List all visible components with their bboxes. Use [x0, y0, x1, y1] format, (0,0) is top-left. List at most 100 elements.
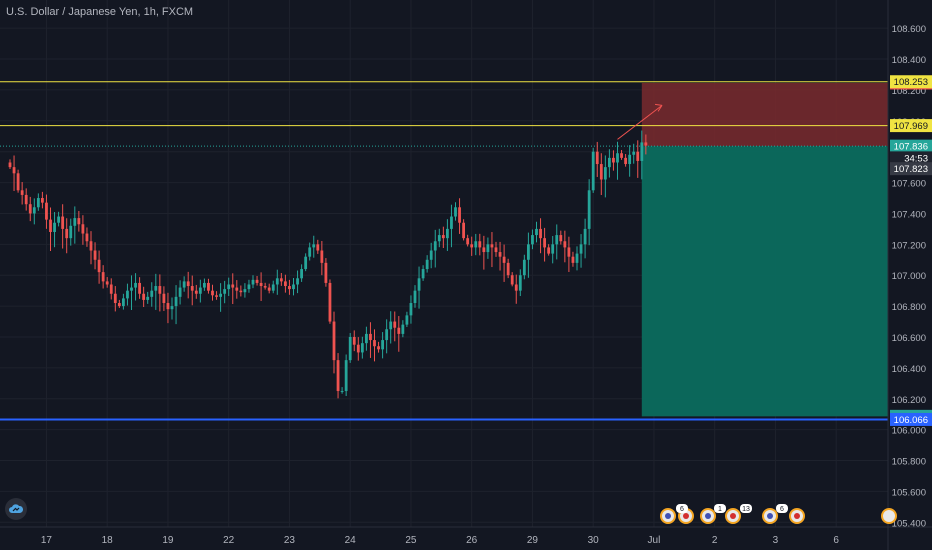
candle-body[interactable] — [490, 244, 494, 248]
candle-body[interactable] — [93, 250, 97, 260]
candle-body[interactable] — [69, 225, 73, 239]
candle-body[interactable] — [365, 333, 368, 344]
candle-body[interactable] — [636, 151, 640, 161]
candle-body[interactable] — [603, 167, 607, 180]
candle-body[interactable] — [344, 360, 348, 392]
candle-body[interactable] — [20, 190, 24, 195]
projection-arrow[interactable] — [617, 104, 663, 140]
candle-body[interactable] — [219, 293, 222, 297]
candle-body[interactable] — [579, 244, 583, 254]
candle-body[interactable] — [340, 391, 344, 393]
candle-body[interactable] — [105, 281, 109, 285]
candle-body[interactable] — [267, 287, 271, 291]
candle-body[interactable] — [454, 207, 457, 217]
candle-body[interactable] — [336, 360, 340, 392]
candle-body[interactable] — [583, 228, 587, 245]
candle-body[interactable] — [243, 289, 247, 293]
candle-body[interactable] — [150, 290, 154, 297]
candle-body[interactable] — [555, 235, 559, 245]
price-tag[interactable] — [890, 139, 932, 153]
stop-loss-zone[interactable] — [641, 82, 888, 147]
candle-body[interactable] — [595, 151, 599, 165]
candle-body[interactable] — [551, 244, 555, 254]
candle-body[interactable] — [16, 173, 20, 191]
candle-body[interactable] — [429, 250, 433, 260]
candle-body[interactable] — [255, 279, 259, 283]
line-price-tag[interactable] — [890, 119, 932, 133]
take-profit-zone[interactable] — [641, 146, 888, 417]
candle-body[interactable] — [45, 202, 48, 220]
candle-body[interactable] — [527, 244, 530, 260]
candle-body[interactable] — [101, 272, 105, 282]
line-price-tag[interactable] — [890, 412, 932, 426]
candle-body[interactable] — [12, 167, 16, 174]
candle-body[interactable] — [628, 154, 632, 165]
candle-body[interactable] — [470, 244, 474, 248]
candle-body[interactable] — [518, 275, 522, 291]
candle-body[interactable] — [514, 284, 518, 291]
candle-body[interactable] — [441, 235, 445, 239]
candle-body[interactable] — [122, 298, 125, 307]
candle-body[interactable] — [587, 190, 591, 229]
candle-body[interactable] — [279, 278, 283, 282]
candle-body[interactable] — [381, 340, 384, 350]
candle-body[interactable] — [32, 207, 36, 214]
candle-body[interactable] — [203, 282, 206, 288]
candle-body[interactable] — [409, 303, 413, 316]
price-tag[interactable] — [890, 162, 932, 176]
event-marker-icon[interactable] — [881, 508, 897, 524]
candle-body[interactable] — [397, 327, 401, 334]
candle-body[interactable] — [498, 252, 502, 257]
candle-body[interactable] — [190, 286, 194, 291]
candle-body[interactable] — [401, 324, 405, 334]
candle-body[interactable] — [182, 281, 186, 288]
candle-body[interactable] — [275, 278, 279, 285]
candle-body[interactable] — [227, 284, 231, 290]
candle-body[interactable] — [405, 315, 409, 325]
candle-body[interactable] — [97, 259, 101, 273]
candle-body[interactable] — [288, 286, 291, 290]
candle-body[interactable] — [117, 303, 121, 307]
candle-body[interactable] — [263, 286, 267, 288]
candle-body[interactable] — [599, 164, 603, 180]
candle-body[interactable] — [616, 153, 619, 163]
candle-body[interactable] — [543, 238, 546, 248]
candle-body[interactable] — [300, 269, 303, 279]
candle-body[interactable] — [49, 219, 52, 232]
candle-body[interactable] — [425, 259, 429, 270]
candle-body[interactable] — [446, 228, 449, 239]
candle-body[interactable] — [231, 284, 235, 288]
candle-body[interactable] — [166, 303, 170, 310]
candle-body[interactable] — [640, 142, 644, 161]
candle-body[interactable] — [57, 216, 60, 223]
candle-body[interactable] — [413, 290, 417, 304]
candle-body[interactable] — [328, 282, 332, 322]
candle-body[interactable] — [194, 290, 198, 294]
price-tag[interactable] — [890, 151, 932, 165]
candle-body[interactable] — [433, 241, 437, 251]
candle-body[interactable] — [174, 296, 178, 307]
candle-body[interactable] — [36, 198, 40, 208]
candle-body[interactable] — [211, 290, 214, 296]
candle-body[interactable] — [377, 346, 380, 350]
candle-body[interactable] — [259, 282, 263, 287]
candle-body[interactable] — [41, 198, 44, 203]
candle-body[interactable] — [559, 235, 563, 242]
candle-body[interactable] — [393, 321, 397, 328]
candle-body[interactable] — [292, 284, 295, 290]
candle-body[interactable] — [154, 286, 158, 291]
candle-body[interactable] — [494, 247, 498, 253]
candle-body[interactable] — [223, 289, 227, 294]
cloud-logo-icon[interactable] — [5, 498, 27, 520]
candle-body[interactable] — [510, 275, 514, 285]
candle-body[interactable] — [73, 218, 77, 226]
candle-body[interactable] — [385, 329, 389, 341]
candle-body[interactable] — [239, 290, 243, 293]
candle-body[interactable] — [316, 244, 320, 251]
candle-body[interactable] — [332, 321, 336, 361]
candle-body[interactable] — [146, 296, 150, 300]
candle-body[interactable] — [81, 224, 85, 234]
candle-body[interactable] — [130, 287, 133, 291]
candle-body[interactable] — [251, 279, 255, 285]
candle-body[interactable] — [28, 204, 32, 214]
